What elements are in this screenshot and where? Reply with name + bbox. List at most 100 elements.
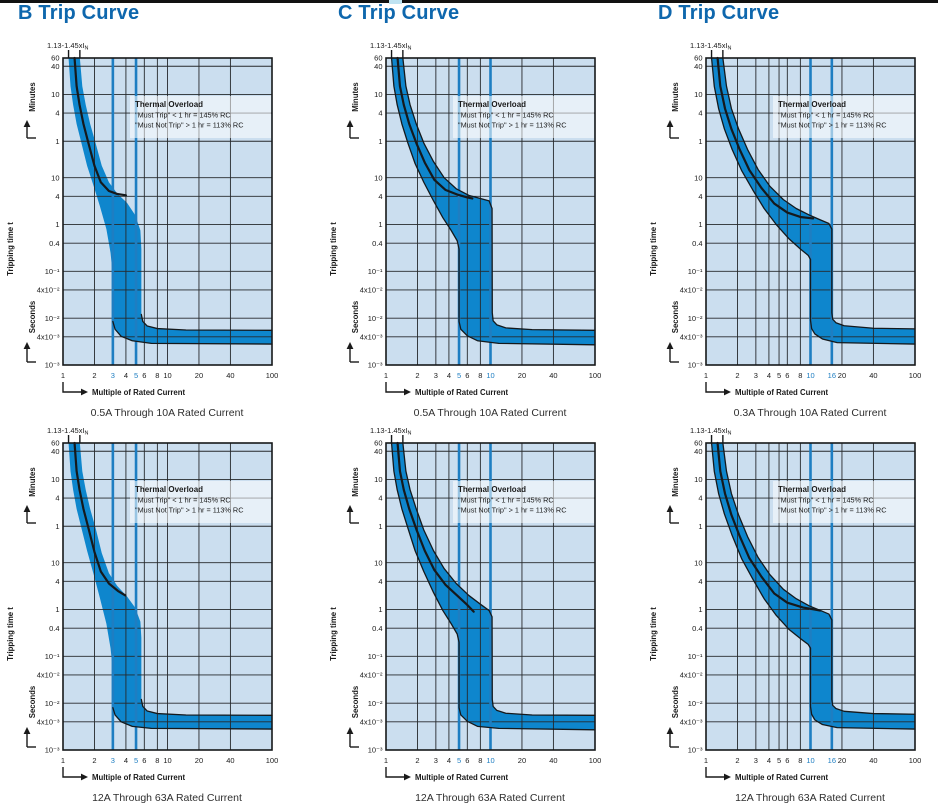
thermal-range-label-sub: N [85,431,89,437]
y-tick-label: 1 [698,137,702,146]
x-tick-label: 16 [828,371,836,380]
trip-center-line [396,56,474,200]
trip-center-line [73,56,128,197]
y-tick-label: 1 [55,137,59,146]
x-tick-label: 4 [767,371,771,380]
y-axis-seconds-label: Seconds [351,685,360,718]
y-tick-label: 4 [378,577,382,586]
y-tick-label: 4 [55,494,59,503]
x-tick-label: 4 [447,371,451,380]
y-tick-label: 10 [374,173,382,182]
y-tick-label: 0.4 [692,239,702,248]
thermal-overload-title: Thermal Overload [778,100,846,109]
band-upper-boundary [402,57,596,331]
x-tick-label: 10 [486,756,494,765]
y-tick-label: 60 [374,54,382,63]
chart-caption: 0.5A Through 10A Rated Current [414,407,567,419]
y-tick-label: 10⁻² [45,699,60,708]
x-tick-label: 40 [549,371,557,380]
y-tick-label: 60 [694,54,702,63]
thermal-overload-title: Thermal Overload [135,485,203,494]
y-tick-label: 10⁻³ [45,746,60,755]
y-tick-label: 4x10⁻³ [360,717,383,726]
up-arrowhead-icon [23,727,31,734]
x-tick-label: 6 [142,756,146,765]
x-tick-label: 3 [111,371,115,380]
trip-band [711,443,915,730]
x-tick-label: 3 [434,371,438,380]
y-tick-label: 10 [51,90,59,99]
y-tick-label: 10⁻³ [45,361,60,370]
y-tick-label: 10⁻¹ [368,267,383,276]
band-lower-boundary [390,442,596,731]
x-axis-title: Multiple of Rated Current [735,773,829,782]
x-tick-label: 3 [754,756,758,765]
y-tick-label: 10 [51,558,59,567]
y-tick-label: 10⁻³ [688,361,703,370]
band-lower-boundary [390,57,596,346]
up-arrowhead-icon [666,727,674,734]
x-tick-label: 1 [61,756,65,765]
thermal-overload-title: Thermal Overload [135,100,203,109]
y-tick-label: 10⁻¹ [45,267,60,276]
thermal-overload-line1: "Must Trip" < 1 hr = 145% RC [778,111,874,120]
band-upper-boundary [722,442,916,715]
y-tick-label: 1 [378,522,382,531]
y-tick-label: 10⁻² [688,699,703,708]
x-tick-label: 10 [806,756,814,765]
thermal-overload-box [773,96,914,138]
y-tick-label: 10⁻¹ [688,652,703,661]
thermal-overload-line1: "Must Trip" < 1 hr = 145% RC [458,496,554,505]
y-tick-label: 10 [694,173,702,182]
x-tick-label: 6 [785,756,789,765]
plot-border [62,57,273,366]
x-tick-label: 10 [163,371,171,380]
x-axis-arrow [705,767,726,778]
thermal-range-label: 1.13-1.45xIN [690,41,732,52]
y-tick-label: 4 [55,109,59,118]
y-tick-label: 10⁻² [368,699,383,708]
chart-c-small-rating: Thermal Overload "Must Trip" < 1 hr = 145… [329,41,601,419]
right-arrowhead-icon [404,388,411,396]
x-tick-label: 1 [384,371,388,380]
x-tick-label: 2 [415,756,419,765]
y-tick-label: 4 [55,577,59,586]
y-tick-label: 4x10⁻² [360,671,383,680]
y-axis-seconds-label: Seconds [671,685,680,718]
x-tick-label: 8 [155,371,159,380]
x-tick-label: 40 [869,756,877,765]
y-tick-label: 40 [374,62,382,71]
y-tick-label: 0.4 [372,624,382,633]
y-axis-seconds-label: Seconds [28,300,37,333]
x-tick-label: 5 [777,756,781,765]
plot-border [385,442,596,751]
y-tick-label: 4x10⁻³ [360,332,383,341]
crop-artifact-bar [0,0,938,3]
up-arrowhead-icon [666,342,674,349]
y-tick-label: 10 [51,173,59,182]
thermal-range-label-sub: N [728,431,732,437]
x-tick-label: 10 [163,756,171,765]
x-tick-label: 20 [195,756,203,765]
y-tick-label: 1 [698,522,702,531]
y-tick-label: 4 [378,109,382,118]
y-tick-label: 1 [55,220,59,229]
up-arrowhead-icon [346,120,354,127]
thermal-overload-title: Thermal Overload [778,485,846,494]
x-axis-title: Multiple of Rated Current [92,388,186,397]
x-tick-label: 40 [869,371,877,380]
y-tick-label: 10 [374,558,382,567]
y-tick-label: 1 [698,605,702,614]
x-tick-label: 2 [92,371,96,380]
plot-border [705,57,916,366]
y-tick-label: 4x10⁻³ [680,717,703,726]
x-tick-label: 8 [798,371,802,380]
right-arrowhead-icon [724,388,731,396]
up-arrowhead-icon [346,727,354,734]
y-tick-label: 10⁻² [688,314,703,323]
y-tick-label: 40 [374,447,382,456]
x-tick-label: 4 [124,371,128,380]
chart-d-small-rating: Thermal Overload "Must Trip" < 1 hr = 145… [649,41,921,419]
band-lower-boundary [710,57,916,345]
band-lower-boundary [112,320,273,345]
